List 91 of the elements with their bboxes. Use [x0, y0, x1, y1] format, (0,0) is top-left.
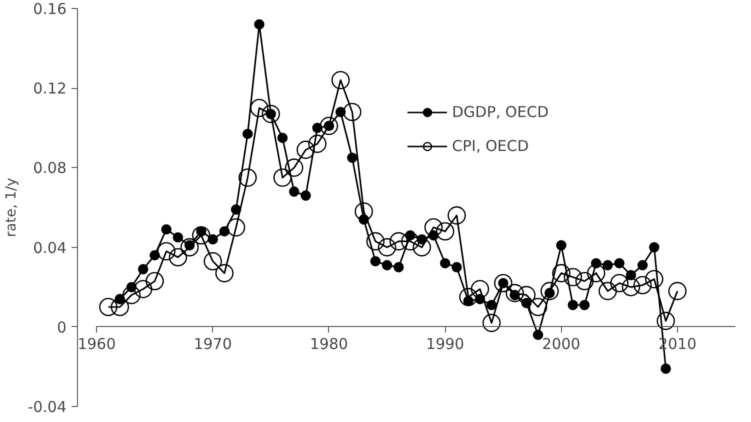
point — [482, 314, 501, 332]
point — [331, 71, 350, 90]
y-tick-label: -0.04 — [28, 398, 66, 416]
point — [528, 298, 548, 316]
point — [645, 270, 664, 288]
x-tick-label: 1960 — [78, 334, 116, 353]
y-tick-label: 0.08 — [33, 159, 67, 178]
point — [288, 186, 300, 197]
point — [568, 300, 578, 310]
point — [208, 234, 218, 244]
y-tick-label: 0 — [56, 318, 67, 336]
point — [219, 226, 230, 237]
x-tick-label: 1980 — [310, 334, 348, 353]
point — [172, 232, 184, 242]
y-axis-title: rate, 1/y — [4, 178, 20, 238]
point — [556, 240, 566, 250]
point — [273, 168, 292, 187]
point — [226, 218, 246, 237]
point — [262, 104, 280, 124]
point — [134, 280, 152, 298]
point — [215, 264, 234, 282]
point — [412, 238, 432, 256]
point — [564, 268, 582, 286]
point — [168, 248, 188, 266]
point — [614, 258, 624, 268]
point — [540, 282, 559, 300]
point — [470, 280, 490, 298]
point — [382, 260, 392, 270]
point — [238, 168, 257, 187]
y-tick-label: 0.16 — [33, 0, 67, 18]
point — [394, 262, 404, 272]
point — [138, 264, 148, 274]
point — [452, 262, 462, 272]
point — [300, 190, 311, 201]
point — [448, 206, 466, 225]
point — [517, 286, 536, 304]
point — [440, 258, 450, 268]
point — [354, 202, 373, 221]
point — [552, 264, 570, 282]
point — [366, 232, 385, 250]
point — [401, 232, 420, 250]
point — [436, 222, 454, 241]
point — [579, 300, 590, 310]
point — [532, 330, 544, 340]
point — [110, 298, 130, 316]
point — [637, 260, 648, 270]
point — [308, 134, 327, 153]
point — [656, 312, 675, 330]
point — [586, 264, 606, 282]
y-tick-label: 0.04 — [33, 238, 67, 257]
point — [459, 288, 478, 306]
point — [150, 250, 160, 260]
point — [99, 298, 118, 316]
point — [161, 224, 172, 235]
point — [204, 252, 222, 270]
point — [378, 238, 396, 256]
point — [312, 122, 323, 134]
point — [575, 272, 594, 290]
x-tick-label: 1970 — [194, 334, 232, 353]
point — [242, 128, 253, 140]
point — [320, 116, 338, 136]
point — [649, 242, 660, 252]
point — [660, 364, 671, 374]
point — [598, 282, 617, 300]
point — [250, 98, 268, 118]
point — [486, 300, 497, 310]
point — [192, 226, 210, 244]
point — [157, 242, 176, 260]
point — [284, 158, 304, 177]
point — [254, 19, 264, 30]
legend-label: DGDP, OECD — [452, 103, 549, 121]
x-tick-label: 1990 — [426, 334, 464, 353]
point — [622, 278, 640, 296]
point — [610, 274, 628, 292]
point — [343, 102, 362, 122]
point — [146, 272, 164, 290]
point — [370, 256, 381, 266]
point — [296, 140, 315, 159]
x-tick-label: 2000 — [542, 334, 580, 353]
point — [633, 276, 652, 294]
y-tick-label: 0.12 — [33, 80, 67, 98]
point — [180, 238, 199, 256]
point — [277, 132, 288, 143]
point — [390, 232, 408, 250]
point — [506, 284, 524, 302]
point — [668, 282, 687, 300]
point — [347, 152, 358, 163]
legend-label: CPI, OECD — [452, 137, 529, 155]
point — [424, 218, 443, 237]
point — [602, 260, 613, 270]
point — [122, 286, 141, 304]
